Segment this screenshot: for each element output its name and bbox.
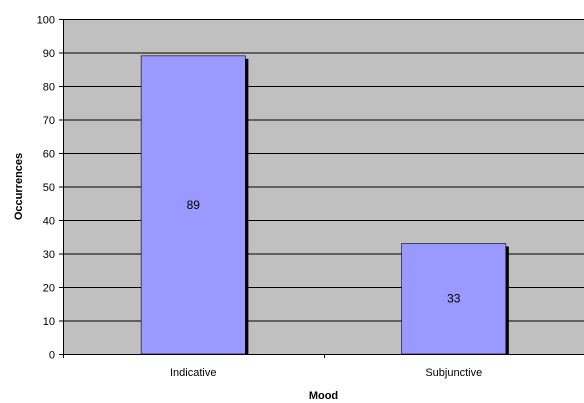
y-axis-title: Occurrences xyxy=(13,153,25,220)
y-ticks: 0 10 20 30 40 50 60 70 80 90 100 xyxy=(37,15,63,362)
y-tick-label: 40 xyxy=(43,216,55,228)
y-tick-label: 60 xyxy=(43,149,55,161)
y-tick-label: 0 xyxy=(49,350,55,362)
x-axis-title: Mood xyxy=(309,390,338,402)
data-labels: 89 33 xyxy=(187,198,461,306)
y-tick-label: 90 xyxy=(43,48,55,60)
y-tick-label: 100 xyxy=(37,15,55,27)
data-label: 89 xyxy=(187,198,201,212)
bar-indicative xyxy=(140,55,246,355)
data-label: 33 xyxy=(447,292,461,306)
y-tick-label: 70 xyxy=(43,115,55,127)
x-ticks: Indicative Subjunctive xyxy=(63,354,482,379)
bar-subjunctive xyxy=(401,243,507,355)
bars xyxy=(140,55,509,355)
y-tick-label: 80 xyxy=(43,82,55,94)
y-tick-label: 50 xyxy=(43,182,55,194)
y-tick-label: 20 xyxy=(43,283,55,295)
x-tick-label: Indicative xyxy=(170,367,216,379)
y-tick-label: 10 xyxy=(43,316,55,328)
x-tick-label: Subjunctive xyxy=(425,367,482,379)
y-tick-label: 30 xyxy=(43,249,55,261)
